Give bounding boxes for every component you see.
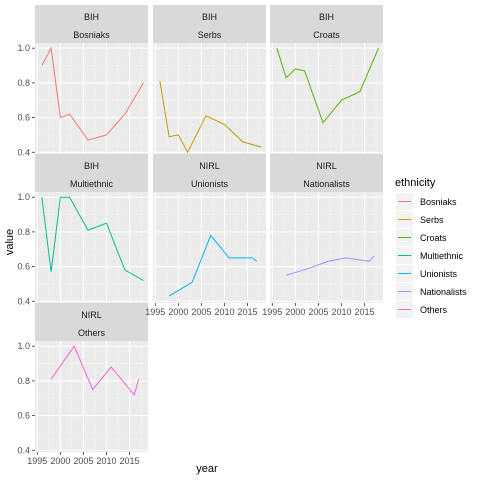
legend-title: ethnicity (395, 177, 436, 189)
y-tick-label: 0.8 (17, 78, 30, 88)
facet-ethnicity-label: Unionists (191, 179, 229, 189)
panel-background (35, 341, 148, 452)
facet-croats: BIH Croats (270, 5, 383, 154)
facet-panels: BIH Bosniaks BIH Serbs BIH Croats BIH Multiethn… (35, 5, 383, 452)
facet-country-label: BIH (202, 12, 217, 22)
x-tick-label: 1995 (27, 456, 47, 466)
y-tick-label: 1.0 (17, 43, 30, 53)
legend-label: Unionists (420, 269, 458, 279)
facet-strip (35, 5, 148, 43)
facet-country-label: NIRL (199, 161, 220, 171)
panel-background (153, 43, 266, 154)
series-line-unionists (168, 234, 258, 297)
series-line-others (50, 345, 140, 396)
y-tick-label: 0.8 (17, 227, 30, 237)
x-tick-label: 1995 (262, 307, 282, 317)
panel-background (270, 43, 383, 154)
legend-item-serbs: Serbs (396, 211, 444, 228)
facet-ethnicity-label: Bosniaks (73, 30, 110, 40)
legend-item-unionists: Unionists (396, 265, 458, 282)
legend-label: Croats (420, 233, 447, 243)
legend-item-nationalists: Nationalists (396, 283, 467, 300)
panel-background (153, 192, 266, 303)
facet-strip (35, 154, 148, 192)
x-tick-label: 2015 (355, 307, 375, 317)
x-tick-label: 2015 (120, 456, 140, 466)
legend-label: Others (420, 305, 448, 315)
series-line-croats (276, 48, 379, 124)
facet-ethnicity-label: Others (78, 328, 106, 338)
x-tick-label: 2015 (238, 307, 258, 317)
facet-ethnicity-label: Croats (313, 30, 340, 40)
series-line-serbs (159, 81, 262, 154)
facet-others: NIRL Others (35, 303, 148, 452)
series-line-nationalists (285, 255, 375, 276)
x-tick-label: 2010 (214, 307, 234, 317)
y-tick-label: 1.0 (17, 341, 30, 351)
x-tick-label: 2005 (73, 456, 93, 466)
facet-nationalists: NIRL Nationalists (270, 154, 383, 303)
y-axis-title: value (4, 229, 16, 255)
x-tick-label: 2000 (168, 307, 188, 317)
facet-country-label: BIH (84, 12, 99, 22)
facet-country-label: BIH (319, 12, 334, 22)
facet-serbs: BIH Serbs (153, 5, 266, 154)
legend-item-bosniaks: Bosniaks (396, 193, 457, 210)
y-tick-label: 0.4 (17, 147, 30, 157)
facet-country-label: BIH (84, 161, 99, 171)
facet-country-label: NIRL (316, 161, 337, 171)
y-tick-label: 0.4 (17, 296, 30, 306)
legend-item-others: Others (396, 301, 448, 318)
facet-unionists: NIRL Unionists (153, 154, 266, 303)
x-axis-title: year (196, 463, 218, 475)
y-tick-label: 0.6 (17, 262, 30, 272)
facet-bosniaks: BIH Bosniaks (35, 5, 148, 154)
panel-background (35, 43, 148, 154)
facet-ethnicity-label: Serbs (198, 30, 222, 40)
facet-strip (270, 5, 383, 43)
y-tick-label: 1.0 (17, 192, 30, 202)
x-tick-label: 1995 (145, 307, 165, 317)
facet-multiethnic: BIH Multiethnic (35, 154, 148, 303)
legend: ethnicity Bosniaks Serbs Croats Multiethnic… (395, 177, 467, 318)
y-tick-label: 0.6 (17, 113, 30, 123)
x-tick-label: 2005 (308, 307, 328, 317)
legend-label: Nationalists (420, 287, 467, 297)
legend-item-croats: Croats (396, 229, 447, 246)
facet-strip (270, 154, 383, 192)
facet-strip (153, 5, 266, 43)
x-tick-label: 2000 (50, 456, 70, 466)
x-tick-label: 2010 (331, 307, 351, 317)
series-line-multiethnic (41, 196, 144, 281)
facet-ethnicity-label: Multiethnic (70, 179, 114, 189)
facet-strip (153, 154, 266, 192)
series-line-bosniaks (41, 46, 144, 141)
legend-label: Serbs (420, 215, 444, 225)
x-tick-label: 2010 (96, 456, 116, 466)
y-tick-label: 0.4 (17, 445, 30, 455)
panel-background (35, 192, 148, 303)
facet-ethnicity-label: Nationalists (303, 179, 350, 189)
y-tick-label: 0.8 (17, 376, 30, 386)
x-tick-label: 2000 (285, 307, 305, 317)
facet-country-label: NIRL (81, 310, 102, 320)
x-tick-label: 2005 (191, 307, 211, 317)
y-tick-label: 0.6 (17, 411, 30, 421)
legend-label: Bosniaks (420, 197, 457, 207)
panel-background (270, 192, 383, 303)
facet-strip (35, 303, 148, 341)
legend-label: Multiethnic (420, 251, 464, 261)
legend-item-multiethnic: Multiethnic (396, 247, 464, 264)
